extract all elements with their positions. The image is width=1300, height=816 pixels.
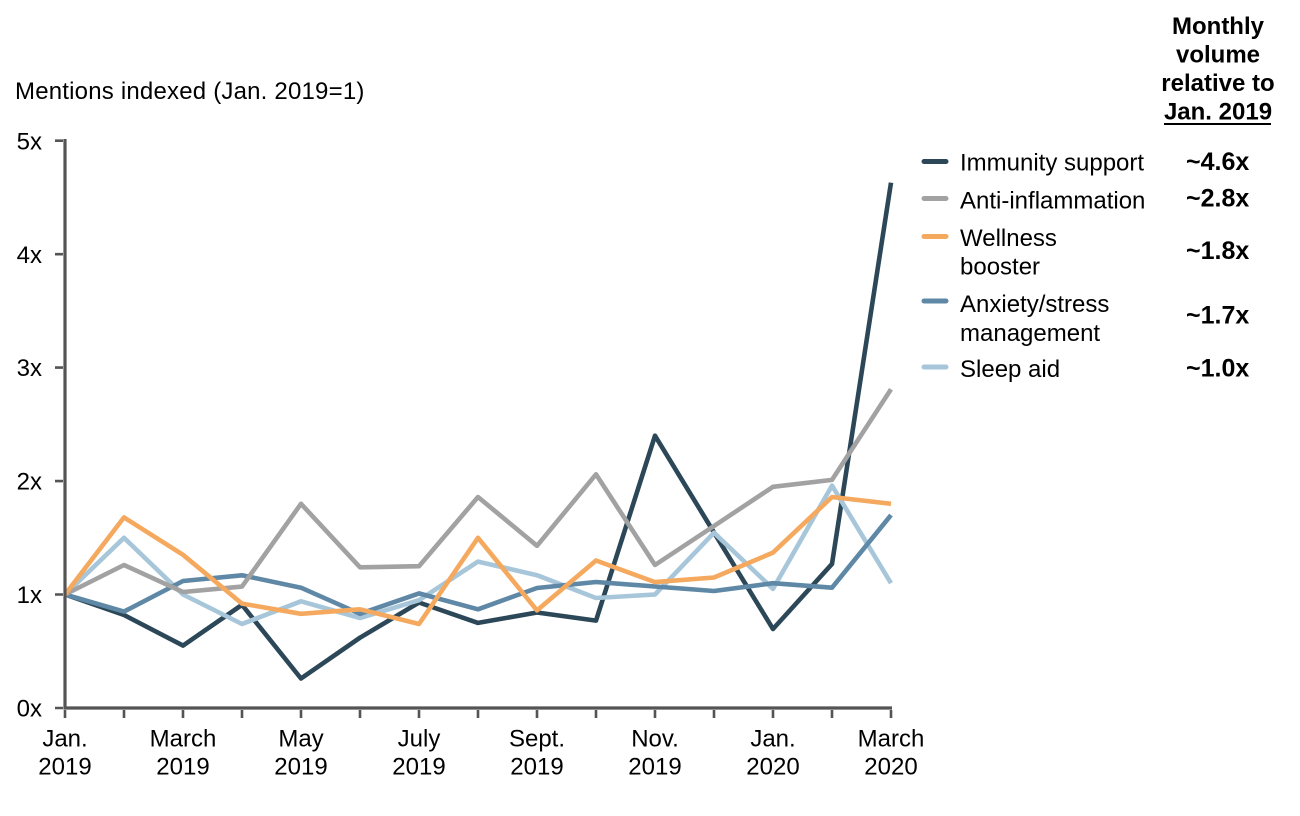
svg-text:March: March (150, 726, 217, 753)
svg-text:management: management (960, 320, 1100, 347)
svg-text:Nov.: Nov. (631, 726, 679, 753)
svg-text:Anti-inflammation: Anti-inflammation (960, 188, 1145, 215)
svg-text:booster: booster (960, 254, 1040, 281)
svg-text:~4.6x: ~4.6x (1186, 148, 1249, 176)
svg-text:1x: 1x (17, 582, 42, 609)
svg-text:2020: 2020 (746, 754, 799, 781)
svg-text:0x: 0x (17, 696, 42, 723)
svg-text:~2.8x: ~2.8x (1186, 185, 1249, 213)
svg-text:2019: 2019 (274, 754, 327, 781)
svg-text:Mentions indexed (Jan. 2019=1): Mentions indexed (Jan. 2019=1) (15, 78, 365, 105)
svg-text:Monthly: Monthly (1172, 13, 1265, 40)
svg-text:Sleep aid: Sleep aid (960, 356, 1060, 383)
svg-text:Anxiety/stress: Anxiety/stress (960, 291, 1109, 318)
svg-text:4x: 4x (17, 242, 42, 269)
svg-text:May: May (278, 726, 323, 753)
svg-text:July: July (398, 726, 441, 753)
svg-text:March: March (858, 726, 925, 753)
svg-text:Wellness: Wellness (960, 225, 1057, 252)
svg-text:Jan. 2019: Jan. 2019 (1164, 99, 1272, 126)
svg-text:Jan.: Jan. (750, 726, 795, 753)
svg-text:2019: 2019 (510, 754, 563, 781)
svg-text:Sept.: Sept. (509, 726, 565, 753)
svg-text:2019: 2019 (38, 754, 91, 781)
svg-text:Jan.: Jan. (42, 726, 87, 753)
svg-text:5x: 5x (17, 128, 42, 155)
svg-text:2020: 2020 (864, 754, 917, 781)
svg-text:relative to: relative to (1161, 70, 1274, 97)
svg-text:~1.8x: ~1.8x (1186, 237, 1249, 265)
svg-text:2019: 2019 (392, 754, 445, 781)
svg-text:volume: volume (1176, 42, 1260, 69)
svg-text:~1.7x: ~1.7x (1186, 302, 1249, 330)
svg-text:~1.0x: ~1.0x (1186, 355, 1249, 383)
svg-text:2019: 2019 (628, 754, 681, 781)
svg-text:2019: 2019 (156, 754, 209, 781)
svg-text:3x: 3x (17, 355, 42, 382)
svg-text:2x: 2x (17, 469, 42, 496)
svg-text:Immunity support: Immunity support (960, 150, 1144, 177)
